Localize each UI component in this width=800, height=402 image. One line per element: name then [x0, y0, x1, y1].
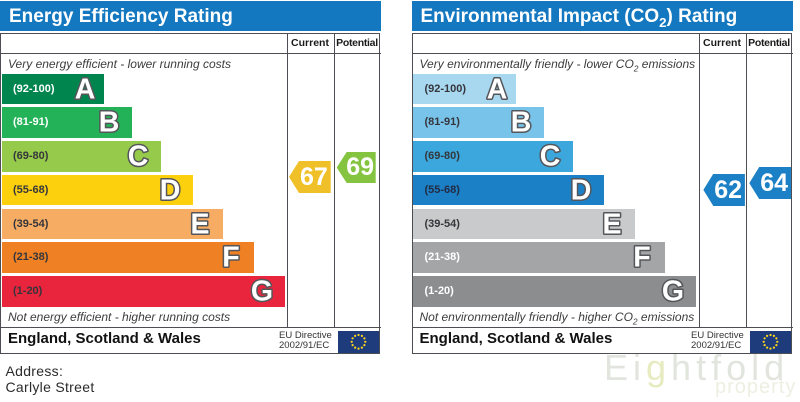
svg-text:F: F	[222, 242, 239, 274]
svg-text:F: F	[633, 242, 650, 274]
svg-text:E: E	[602, 208, 621, 240]
svg-text:C: C	[128, 140, 149, 172]
svg-text:G: G	[662, 275, 684, 307]
svg-text:E: E	[190, 208, 209, 240]
svg-text:G: G	[250, 275, 272, 307]
svg-text:B: B	[510, 107, 531, 139]
svg-text:A: A	[75, 73, 96, 105]
svg-text:A: A	[486, 73, 507, 105]
svg-text:D: D	[571, 174, 592, 206]
svg-text:B: B	[99, 107, 120, 139]
svg-text:C: C	[539, 140, 560, 172]
svg-text:D: D	[159, 174, 180, 206]
